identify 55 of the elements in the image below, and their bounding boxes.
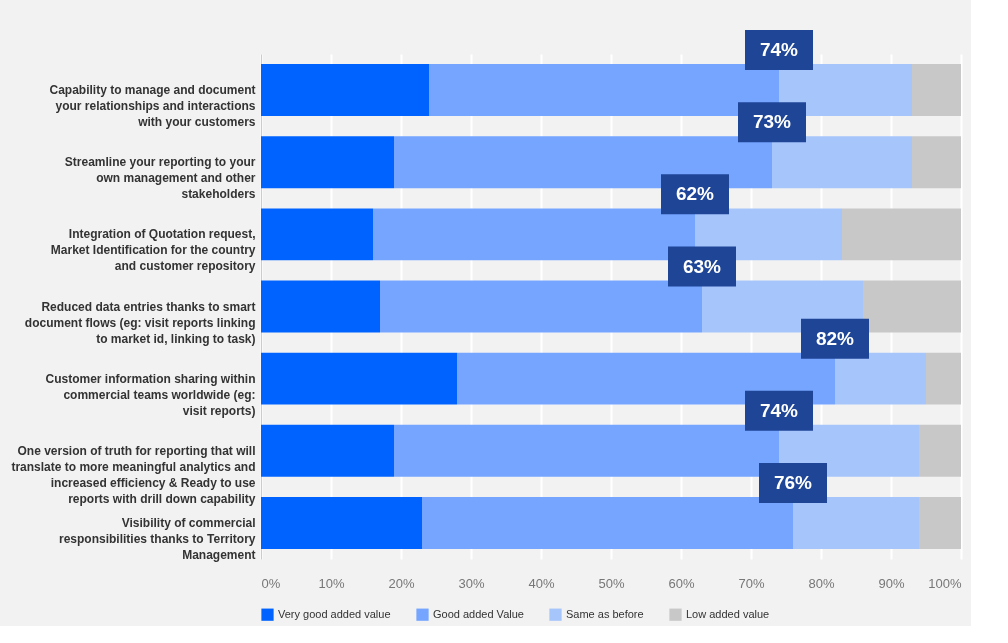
bar: [457, 352, 835, 405]
annotation: 63%: [682, 255, 722, 277]
y-tick-label: Capability to manage and document your relationships and interactions with your customers: [49, 83, 256, 130]
bar: [261, 64, 429, 117]
annotation: 82%: [815, 327, 855, 349]
bar: [793, 496, 919, 549]
bar: [422, 496, 793, 549]
bar: [394, 136, 772, 189]
annotation: 74%: [759, 399, 799, 421]
bar: [261, 136, 394, 189]
bar: [926, 352, 961, 405]
bar: [380, 280, 702, 333]
bar: [261, 496, 422, 549]
y-tick-label: Streamline your reporting to your own management and other stakeholders: [64, 155, 256, 202]
bar: [261, 424, 394, 477]
x-tick-label: 90%: [878, 575, 905, 591]
bar: [261, 208, 373, 261]
annotation: 74%: [759, 39, 799, 61]
y-tick-label: Integration of Quotation request, Market Identification for the country and customer repository: [50, 227, 256, 274]
legend-label: Same as before: [566, 607, 644, 620]
legend-label: Very good added value: [278, 607, 391, 620]
x-tick-label: 100%: [928, 575, 962, 591]
y-tick-label: Customer information sharing within commercial teams worldwide (eg: visit reports): [45, 371, 256, 418]
annotation: 62%: [675, 183, 715, 205]
x-tick-label: 70%: [738, 575, 765, 591]
bar: [919, 424, 961, 477]
y-tick-label: One version of truth for reporting that will translate to more meaningful analytics and increased efficiency & Ready to use reports with drill down capability: [11, 443, 256, 506]
bar: [695, 208, 842, 261]
x-tick-label: 10%: [318, 575, 345, 591]
x-tick-label: 0%: [261, 575, 281, 591]
annotation: 76%: [773, 471, 813, 493]
x-tick-label: 30%: [458, 575, 485, 591]
x-tick-label: 20%: [388, 575, 415, 591]
bar: [394, 424, 779, 477]
legend-label: Low added value: [686, 607, 770, 620]
bar: [919, 496, 961, 549]
annotation: 73%: [752, 111, 792, 133]
bar: [835, 352, 926, 405]
bar: [261, 352, 457, 405]
bar: [842, 208, 961, 261]
x-tick-label: 40%: [528, 575, 555, 591]
bar: [912, 136, 961, 189]
x-tick-label: 60%: [668, 575, 695, 591]
x-tick-label: 50%: [598, 575, 625, 591]
y-tick-label: Reduced data entries thanks to smart document flows (eg: visit reports linking to market id, linking to task): [24, 299, 256, 346]
bar: [429, 64, 779, 117]
bar: [912, 64, 961, 117]
bar: [772, 136, 912, 189]
bar: [863, 280, 961, 333]
bar: [779, 64, 912, 117]
legend-label: Good added Value: [433, 607, 524, 620]
y-tick-label: Visibility of commercial responsibilities thanks to Territory Management: [59, 515, 256, 562]
bar: [373, 208, 695, 261]
x-tick-label: 80%: [808, 575, 835, 591]
bar: [261, 280, 380, 333]
